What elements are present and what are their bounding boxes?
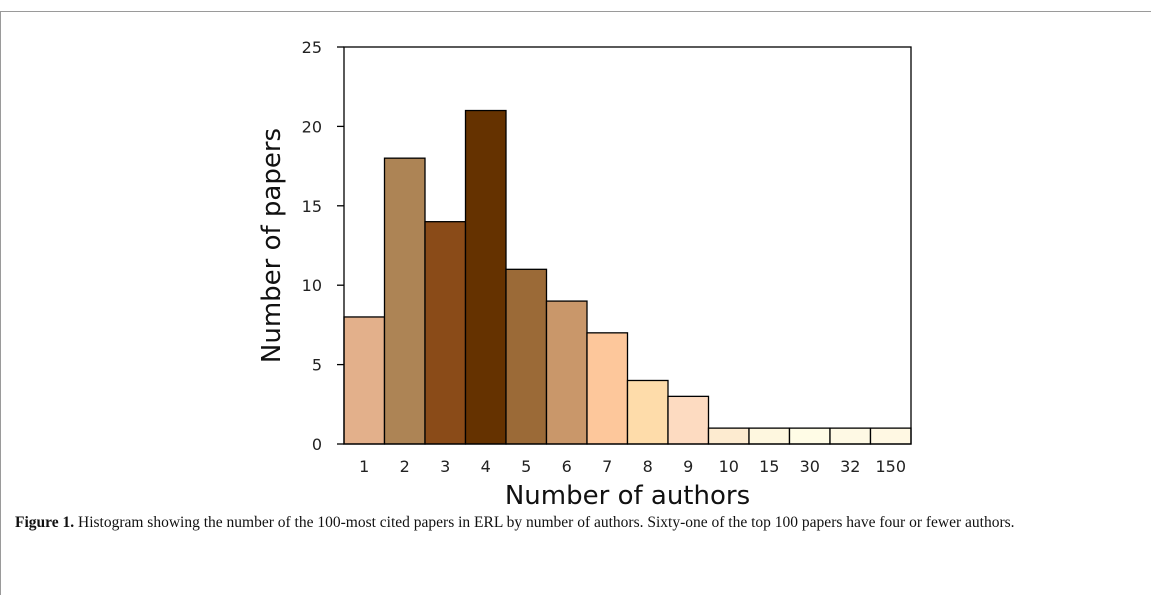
x-tick-label: 3 bbox=[440, 457, 450, 476]
bar-15 bbox=[748, 427, 791, 445]
y-tick-label: 15 bbox=[302, 197, 322, 216]
bar-30 bbox=[788, 427, 831, 445]
x-tick-label: 6 bbox=[562, 457, 572, 476]
y-tick-label: 20 bbox=[302, 117, 322, 136]
bar-8 bbox=[626, 379, 669, 445]
x-tick-label: 30 bbox=[800, 457, 820, 476]
bar-4 bbox=[464, 109, 507, 445]
bar-32 bbox=[829, 427, 872, 445]
x-tick-label: 8 bbox=[643, 457, 653, 476]
bar-10 bbox=[707, 427, 750, 445]
bars-group bbox=[343, 109, 912, 445]
y-tick-label: 5 bbox=[312, 356, 322, 375]
x-axis: 1 2 3 4 5 6 7 8 9 10 15 30 32 150 bbox=[359, 457, 906, 476]
x-tick-label: 4 bbox=[481, 457, 491, 476]
x-tick-label: 5 bbox=[521, 457, 531, 476]
figure-frame bbox=[0, 11, 1151, 595]
x-tick-label: 7 bbox=[602, 457, 612, 476]
caption-text: Histogram showing the number of the 100-… bbox=[74, 514, 1015, 531]
y-tick-label: 0 bbox=[312, 435, 322, 454]
bar-3 bbox=[424, 221, 467, 445]
figure-caption: Figure 1. Histogram showing the number o… bbox=[15, 512, 1125, 533]
x-axis-title: Number of authors bbox=[505, 481, 750, 510]
bar-7 bbox=[586, 332, 629, 445]
bar-1 bbox=[343, 316, 386, 445]
bar-5 bbox=[505, 268, 548, 445]
bar-9 bbox=[667, 395, 710, 445]
x-tick-label: 15 bbox=[759, 457, 779, 476]
bar-150 bbox=[869, 427, 912, 445]
y-tick-label: 25 bbox=[302, 38, 322, 57]
y-axis-title: Number of papers bbox=[257, 128, 287, 363]
x-tick-label: 1 bbox=[359, 457, 369, 476]
x-tick-label: 10 bbox=[719, 457, 739, 476]
y-tick-label: 10 bbox=[302, 276, 322, 295]
x-tick-label: 32 bbox=[840, 457, 860, 476]
x-tick-label: 9 bbox=[683, 457, 693, 476]
x-tick-label: 150 bbox=[875, 457, 906, 476]
caption-label: Figure 1. bbox=[15, 514, 75, 531]
bar-2 bbox=[383, 157, 426, 445]
y-axis: 0 5 10 15 20 25 bbox=[302, 38, 344, 454]
plot-area bbox=[343, 46, 912, 445]
histogram-chart: 0 5 10 15 20 25 1 2 3 4 5 6 7 8 9 10 15 30 32 150 Number o… bbox=[257, 38, 912, 510]
bar-6 bbox=[545, 300, 588, 445]
x-tick-label: 2 bbox=[400, 457, 410, 476]
